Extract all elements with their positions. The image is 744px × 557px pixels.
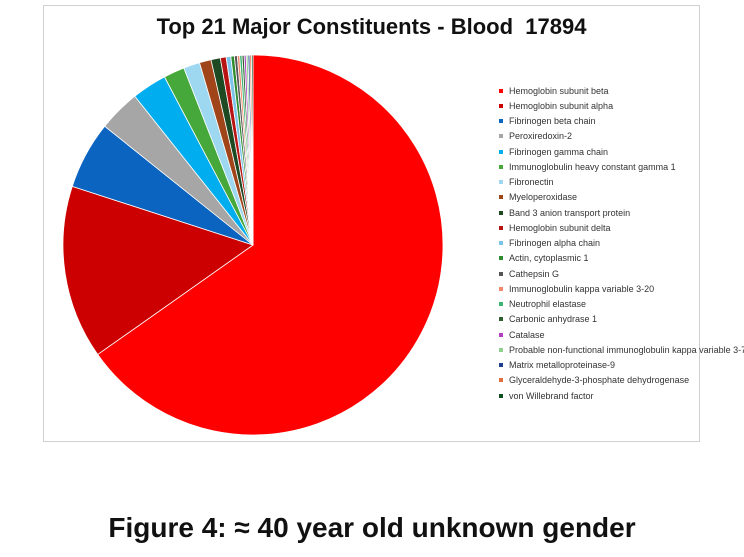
legend-swatch: [499, 149, 503, 154]
legend-swatch: [499, 271, 503, 276]
legend-label: Neutrophil elastase: [509, 299, 587, 310]
legend-item: von Willebrand factor: [499, 388, 699, 403]
legend-label: Fibrinogen beta chain: [509, 116, 596, 127]
legend-item: Fibrinogen alpha chain: [499, 236, 699, 251]
pie-slice: [97, 54, 444, 436]
legend-swatch: [499, 317, 503, 322]
legend-item: Hemoglobin subunit beta: [499, 83, 699, 98]
legend-item: Fibrinogen beta chain: [499, 114, 699, 129]
legend-label: Fibrinogen alpha chain: [509, 238, 601, 249]
legend-swatch: [499, 180, 503, 185]
legend-swatch: [499, 347, 503, 352]
legend-label: Cathepsin G: [509, 268, 560, 279]
legend-swatch: [499, 393, 503, 398]
legend-item: Fibronectin: [499, 175, 699, 190]
legend-item: Carbonic anhydrase 1: [499, 312, 699, 327]
legend-swatch: [499, 134, 503, 139]
legend-swatch: [499, 332, 503, 337]
pie-slice: [62, 185, 254, 356]
legend-swatch: [499, 210, 503, 215]
legend-item: Neutrophil elastase: [499, 297, 699, 312]
legend-label: Myeloperoxidase: [509, 192, 578, 203]
legend-label: Actin, cytoplasmic 1: [509, 253, 589, 264]
legend-swatch: [499, 256, 503, 261]
chart-area: Top 21 Major Constituents - Blood 17894 …: [43, 5, 744, 442]
legend-item: Band 3 anion transport protein: [499, 205, 699, 220]
legend-label: Carbonic anhydrase 1: [509, 314, 598, 325]
legend-item: Catalase: [499, 327, 699, 342]
pie-slice: [251, 54, 254, 246]
legend-label: Hemoglobin subunit alpha: [509, 100, 614, 111]
legend-label: Catalase: [509, 329, 545, 340]
legend-swatch: [499, 302, 503, 307]
legend-item: Glyceraldehyde-3-phosphate dehydrogenase: [499, 373, 699, 388]
legend-swatch: [499, 119, 503, 124]
legend-item: Immunoglobulin kappa variable 3-20: [499, 281, 699, 296]
legend-label: Fibrinogen gamma chain: [509, 146, 609, 157]
legend-swatch: [499, 164, 503, 169]
legend-item: Actin, cytoplasmic 1: [499, 251, 699, 266]
pie-chart: [62, 54, 444, 436]
figure-caption: Figure 4: ≈ 40 year old unknown gender: [108, 512, 636, 543]
legend-label: Immunoglobulin kappa variable 3-20: [509, 283, 655, 294]
legend-item: Immunoglobulin heavy constant gamma 1: [499, 159, 699, 174]
legend-item: Hemoglobin subunit delta: [499, 220, 699, 235]
chart-title: Top 21 Major Constituents - Blood 17894: [156, 14, 587, 39]
legend-label: Matrix metalloproteinase-9: [509, 360, 616, 371]
legend-item: Matrix metalloproteinase-9: [499, 358, 699, 373]
legend-label: Peroxiredoxin-2: [509, 131, 573, 142]
legend-swatch: [499, 363, 503, 368]
legend-item: Probable non-functional immunoglobulin k…: [499, 342, 744, 357]
legend-label: Immunoglobulin heavy constant gamma 1: [509, 161, 676, 172]
legend-swatch: [499, 103, 503, 108]
legend-swatch: [499, 225, 503, 230]
legend-label: Fibronectin: [509, 177, 554, 188]
legend-item: Cathepsin G: [499, 266, 699, 281]
legend-swatch: [499, 378, 503, 383]
legend-swatch: [499, 195, 503, 200]
legend-label: Band 3 anion transport protein: [509, 207, 631, 218]
legend-item: Fibrinogen gamma chain: [499, 144, 699, 159]
legend-swatch: [499, 241, 503, 246]
legend-item: Peroxiredoxin-2: [499, 129, 699, 144]
legend-label: Hemoglobin subunit delta: [509, 222, 611, 233]
legend-label: von Willebrand factor: [509, 390, 594, 401]
chart-legend: Hemoglobin subunit beta Hemoglobin subuni…: [499, 83, 744, 403]
legend-swatch: [499, 88, 503, 93]
legend-item: Hemoglobin subunit alpha: [499, 98, 699, 113]
legend-label: Glyceraldehyde-3-phosphate dehydrogenase: [509, 375, 690, 386]
legend-item: Myeloperoxidase: [499, 190, 699, 205]
legend-label: Probable non-functional immunoglobulin k…: [509, 344, 744, 355]
legend-label: Hemoglobin subunit beta: [509, 85, 609, 96]
legend-swatch: [499, 286, 503, 291]
